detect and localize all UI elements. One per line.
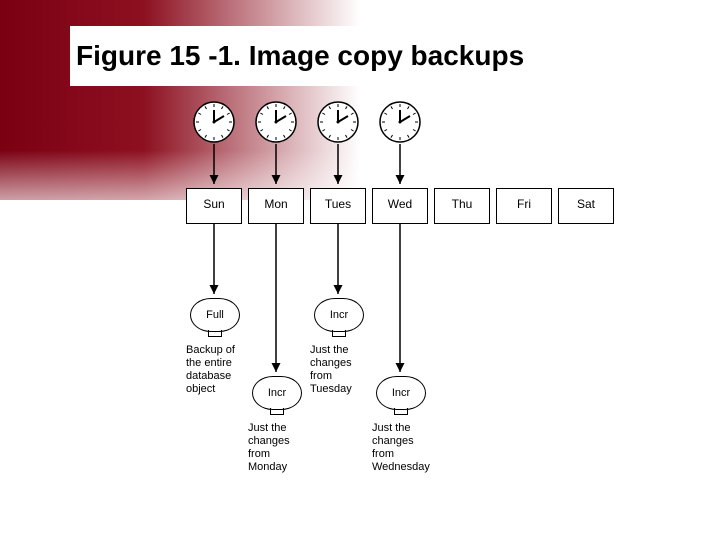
tape-tab-icon bbox=[270, 408, 284, 415]
diagram-area: Sun Mon Tues Wed Thu Fri Sat Full Incr I… bbox=[150, 98, 610, 528]
tape-tab-icon bbox=[332, 330, 346, 337]
backup-caption: Just the changes from Tuesday bbox=[310, 344, 352, 396]
backup-node-incr: Incr bbox=[252, 376, 302, 410]
backup-node-full: Full bbox=[190, 298, 240, 332]
tape-tab-icon bbox=[394, 408, 408, 415]
backup-node-incr: Incr bbox=[314, 298, 364, 332]
backup-caption: Just the changes from Wednesday bbox=[372, 422, 430, 474]
backup-label: Incr bbox=[392, 387, 410, 399]
backup-node-incr: Incr bbox=[376, 376, 426, 410]
backup-label: Incr bbox=[330, 309, 348, 321]
figure-title-box: Figure 15 -1. Image copy backups bbox=[70, 26, 656, 86]
backup-caption: Just the changes from Monday bbox=[248, 422, 290, 474]
tape-tab-icon bbox=[208, 330, 222, 337]
backup-label: Full bbox=[206, 309, 224, 321]
backup-label: Incr bbox=[268, 387, 286, 399]
figure-title: Figure 15 -1. Image copy backups bbox=[76, 40, 524, 72]
backup-caption: Backup of the entire database object bbox=[186, 344, 235, 396]
